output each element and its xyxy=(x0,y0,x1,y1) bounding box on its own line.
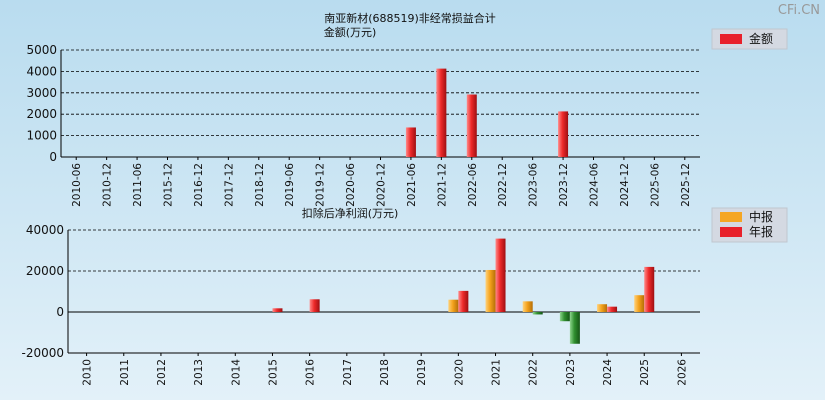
x-tick-label: 2012 xyxy=(156,359,168,386)
legend-label-annual: 年报 xyxy=(749,224,773,239)
x-tick-label: 2021 xyxy=(491,359,503,386)
x-tick-label: 2013 xyxy=(193,359,205,386)
x-tick-label: 2016 xyxy=(305,359,317,386)
x-tick-label: 2024-06 xyxy=(589,163,601,207)
chart1-legend: 金额 xyxy=(711,28,788,50)
x-tick-label: 2011-06 xyxy=(132,163,144,207)
legend-label-interim: 中报 xyxy=(749,209,773,224)
bar-中报-2023 xyxy=(559,312,570,322)
chart2-legend: 中报 年报 xyxy=(711,207,788,243)
y-tick-label: 40000 xyxy=(26,223,64,237)
x-tick-label: 2025-06 xyxy=(649,163,661,207)
bar-年报-2025 xyxy=(644,266,655,312)
x-tick-label: 2015 xyxy=(267,359,279,386)
bar-金额-2021-06 xyxy=(405,127,416,157)
x-tick-label: 2010 xyxy=(82,359,94,386)
bar-年报-2021 xyxy=(495,238,506,312)
chart2-title: 扣除后净利润(万元) xyxy=(302,206,399,220)
legend-swatch-interim xyxy=(720,212,742,222)
chart1-plot: 0 1000 2000 3000 4000 5000 2010-06 2010-12 2011-… xyxy=(26,43,700,207)
bar-年报-2020 xyxy=(458,290,469,312)
y-tick-label: 4000 xyxy=(26,64,57,78)
x-tick-label: 2019-06 xyxy=(284,163,296,207)
chart2-plot: -20000 0 20000 40000 2010 2011 2012 2013 2014 201… xyxy=(21,223,700,386)
y-tick-label: -20000 xyxy=(21,346,64,360)
bar-年报-2024 xyxy=(607,306,618,312)
x-tick-label: 2023-06 xyxy=(528,163,540,207)
x-tick-label: 2016-12 xyxy=(193,163,205,207)
x-tick-label: 2011 xyxy=(119,359,131,386)
bar-中报-2022 xyxy=(522,301,533,312)
x-tick-label: 2025 xyxy=(639,359,651,386)
x-tick-label: 2021-06 xyxy=(406,163,418,207)
x-tick-label: 2022-12 xyxy=(497,163,509,207)
watermark: CFi.CN xyxy=(778,3,820,18)
bar-中报-2020 xyxy=(448,299,459,312)
y-tick-label: 0 xyxy=(56,305,64,319)
legend-swatch-amount xyxy=(720,34,742,44)
bar-年报-2016 xyxy=(309,299,320,312)
x-tick-label: 2014 xyxy=(230,359,242,386)
bar-中报-2025 xyxy=(634,295,645,312)
y-tick-label: 20000 xyxy=(26,264,64,278)
x-tick-label: 2020-06 xyxy=(345,163,357,207)
legend-label-amount: 金额 xyxy=(749,31,773,46)
x-tick-label: 2017-12 xyxy=(223,163,235,207)
bar-年报-2022 xyxy=(532,312,543,315)
bar-年报-2015 xyxy=(272,308,283,312)
x-tick-label: 2020-12 xyxy=(376,163,388,207)
bar-金额-2023-12 xyxy=(558,111,569,157)
x-tick-label: 2017 xyxy=(342,359,354,386)
bar-金额-2021-12 xyxy=(436,68,447,157)
plot-area xyxy=(68,230,700,353)
x-tick-label: 2023 xyxy=(565,359,577,386)
x-tick-label: 2015-12 xyxy=(163,163,175,207)
x-tick-label: 2020 xyxy=(453,359,465,386)
x-tick-label: 2021-12 xyxy=(436,163,448,207)
x-tick-label: 2022-06 xyxy=(467,163,479,207)
x-tick-label: 2010-06 xyxy=(71,163,83,207)
x-tick-label: 2026 xyxy=(676,359,688,386)
chart1-title: 南亚新材(688519)非经常损益合计 xyxy=(324,11,496,25)
x-tick-label: 2019 xyxy=(416,359,428,386)
y-tick-label: 3000 xyxy=(26,86,57,100)
x-tick-label: 2022 xyxy=(528,359,540,386)
x-tick-label: 2023-12 xyxy=(558,163,570,207)
bar-年报-2023 xyxy=(569,312,580,344)
legend-swatch-annual xyxy=(720,227,742,237)
bar-金额-2022-06 xyxy=(466,94,477,157)
x-tick-label: 2018-12 xyxy=(254,163,266,207)
x-tick-label: 2024-12 xyxy=(619,163,631,207)
bar-中报-2021 xyxy=(485,269,496,312)
bar-中报-2024 xyxy=(597,304,608,312)
chart1-ylabel: 金额(万元) xyxy=(324,25,377,39)
x-tick-label: 2019-12 xyxy=(315,163,327,207)
x-tick-label: 2018 xyxy=(379,359,391,386)
x-tick-label: 2025-12 xyxy=(680,163,692,207)
y-tick-label: 1000 xyxy=(26,129,57,143)
y-tick-label: 2000 xyxy=(26,107,57,121)
x-tick-label: 2010-12 xyxy=(102,163,114,207)
y-tick-label: 5000 xyxy=(26,43,57,57)
x-tick-label: 2024 xyxy=(602,359,614,386)
y-tick-label: 0 xyxy=(49,150,57,164)
plot-area xyxy=(61,50,700,157)
